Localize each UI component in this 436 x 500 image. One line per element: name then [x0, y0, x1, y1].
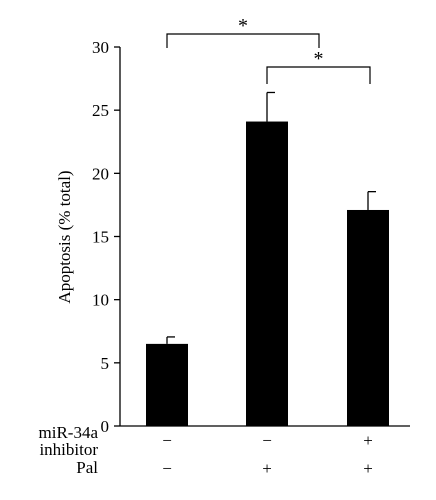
significance-label: * [314, 48, 324, 70]
error-bars [166, 91, 376, 344]
y-tick-label: 0 [101, 417, 110, 436]
y-tick-label: 10 [92, 291, 109, 310]
condition-mark: − [162, 459, 172, 478]
significance-label: * [238, 15, 248, 37]
condition-mark: + [262, 459, 272, 478]
condition-label: miR-34a inhibitor [39, 423, 99, 459]
y-tick-label: 25 [92, 101, 109, 120]
significance-bracket [166, 33, 320, 48]
condition-mark: − [262, 431, 272, 450]
bars [146, 121, 389, 426]
significance-brackets: ** [166, 15, 371, 84]
y-axis-label: Apoptosis (% total) [55, 170, 74, 303]
y-tick-label: 30 [92, 38, 109, 57]
condition-mark: − [162, 431, 172, 450]
y-tick-label: 5 [101, 354, 110, 373]
bar [246, 121, 288, 426]
y-tick-label: 15 [92, 228, 109, 247]
y-tick-label: 20 [92, 164, 109, 183]
condition-mark: + [363, 431, 373, 450]
condition-label: Pal [76, 458, 98, 477]
significance-bracket [266, 66, 371, 84]
condition-mark: + [363, 459, 373, 478]
bar [146, 343, 188, 426]
condition-table: miR-34a inhibitor − − + Pal − + + [39, 423, 373, 478]
bar [347, 209, 389, 426]
